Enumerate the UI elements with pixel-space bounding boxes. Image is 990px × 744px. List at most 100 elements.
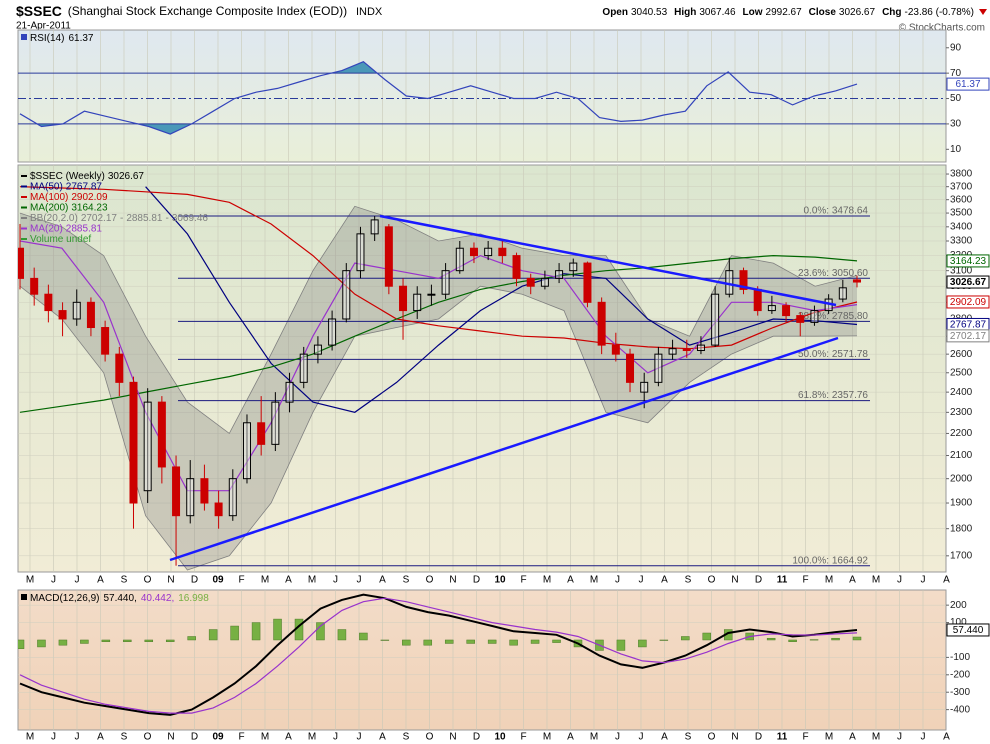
legend-entry: $SSEC (Weekly) 3026.67	[30, 171, 144, 182]
candle-body	[640, 381, 649, 393]
x-tick-label: N	[731, 575, 738, 586]
fib-label: 23.6%: 3050.60	[798, 268, 868, 279]
y-tick-label: 2200	[950, 428, 973, 439]
candle-body	[597, 301, 606, 346]
y-tick-label: 3800	[950, 169, 973, 180]
legend-part: 2702.17	[81, 213, 118, 224]
x-tick-label: A	[379, 575, 386, 586]
candle-body	[129, 381, 138, 504]
x-tick-label: J	[639, 732, 644, 743]
histogram-bar	[58, 639, 68, 646]
y-tick-label: 2500	[950, 367, 973, 378]
candle-body	[72, 301, 81, 320]
panel-plot	[18, 590, 946, 730]
candle-body	[526, 277, 535, 287]
y-tick-label: 30	[950, 119, 962, 130]
histogram-bar	[187, 636, 196, 641]
candle-body	[711, 293, 720, 346]
y-tick-label: 2100	[950, 450, 973, 461]
legend-part: 2885.81	[126, 213, 163, 224]
quote-label: Low	[743, 7, 763, 18]
histogram-bar	[37, 639, 46, 648]
x-tick-label: S	[403, 575, 410, 586]
x-tick-label: 11	[777, 732, 788, 743]
candle-body	[299, 353, 308, 383]
candle-body	[583, 262, 592, 303]
x-tick-label: A	[97, 732, 104, 743]
candle-body	[696, 344, 705, 352]
quote-value: -23.86 (-0.78%)	[905, 7, 974, 18]
panel-plot: 0.0%: 3478.64 23.6%: 3050.60 38.2%: 2785.8…	[18, 165, 946, 572]
y-tick-label: 1800	[950, 523, 973, 534]
legend-value: 16.998	[178, 593, 209, 604]
x-tick-label: 11	[777, 575, 788, 586]
candle-body	[441, 270, 450, 295]
histogram-bar	[316, 622, 325, 641]
candle-body	[611, 344, 620, 355]
candle-body	[313, 344, 322, 355]
candle-body	[143, 401, 152, 492]
histogram-bar	[123, 639, 132, 642]
copyright: © StockCharts.com	[899, 23, 985, 34]
candle-body	[838, 287, 847, 300]
y-tick-label: 100	[950, 617, 967, 628]
x-tick-label: M	[261, 575, 269, 586]
trend-line	[169, 336, 839, 562]
legend-swatch	[21, 34, 27, 40]
candle-body	[569, 262, 578, 272]
legend-part: 3164.23	[71, 202, 108, 213]
x-tick-label: O	[144, 732, 152, 743]
x-tick-label: J	[639, 575, 644, 586]
candle-body	[753, 288, 762, 312]
legend-value: 61.37	[68, 33, 93, 44]
candle-body	[86, 301, 95, 329]
quote-label: High	[674, 7, 696, 18]
histogram-bar	[80, 639, 89, 644]
candle-body	[242, 422, 251, 480]
x-tick-label: M	[26, 575, 34, 586]
histogram-bar	[702, 632, 712, 641]
y-tick-label: 3100	[950, 265, 973, 276]
histogram-bar	[18, 639, 25, 649]
candle-body	[413, 293, 422, 312]
candle-body	[682, 348, 691, 352]
fib-label: 38.2%: 2785.80	[798, 311, 868, 322]
candle-body	[172, 466, 181, 517]
moving-average	[19, 254, 858, 413]
candle-body	[469, 247, 478, 257]
value-box-label: 61.37	[955, 79, 980, 90]
value-box-label: 2767.87	[950, 320, 987, 331]
legend-part: MA(50)	[30, 181, 63, 192]
x-tick-label: M	[543, 732, 551, 743]
y-tick-label: 3400	[950, 221, 973, 232]
candle-body	[328, 318, 337, 346]
value-box-label: 2702.17	[950, 331, 987, 342]
value-box	[946, 254, 990, 268]
x-tick-label: J	[51, 732, 56, 743]
date: 21-Apr-2011	[16, 21, 71, 32]
candle-body	[285, 381, 294, 403]
y-tick-label: -200	[950, 669, 970, 680]
legend-part: 2885.81	[66, 223, 103, 234]
legend-value: 40.442	[141, 593, 172, 604]
x-tick-label: J	[897, 732, 902, 743]
histogram-bar	[766, 637, 776, 641]
x-tick-label: S	[121, 575, 128, 586]
y-tick-label: 200	[950, 600, 967, 611]
x-tick-label: A	[849, 575, 856, 586]
legend-swatch	[21, 175, 27, 177]
symbol: $SSEC	[16, 3, 62, 19]
candle-body	[498, 247, 507, 257]
histogram-bar	[165, 639, 175, 642]
histogram-bar	[638, 639, 647, 648]
x-tick-label: M	[26, 732, 34, 743]
rsi-legend: RSI(14) 61.37	[30, 33, 94, 44]
x-tick-label: F	[520, 732, 526, 743]
legend-part: BB(20,2.0)	[30, 213, 78, 224]
candle-body	[356, 233, 365, 272]
y-tick-label: -100	[950, 652, 970, 663]
legend-part: Volume undef	[30, 234, 91, 245]
candle-body	[810, 310, 819, 323]
x-tick-label: S	[685, 575, 692, 586]
x-tick-label: N	[449, 732, 456, 743]
